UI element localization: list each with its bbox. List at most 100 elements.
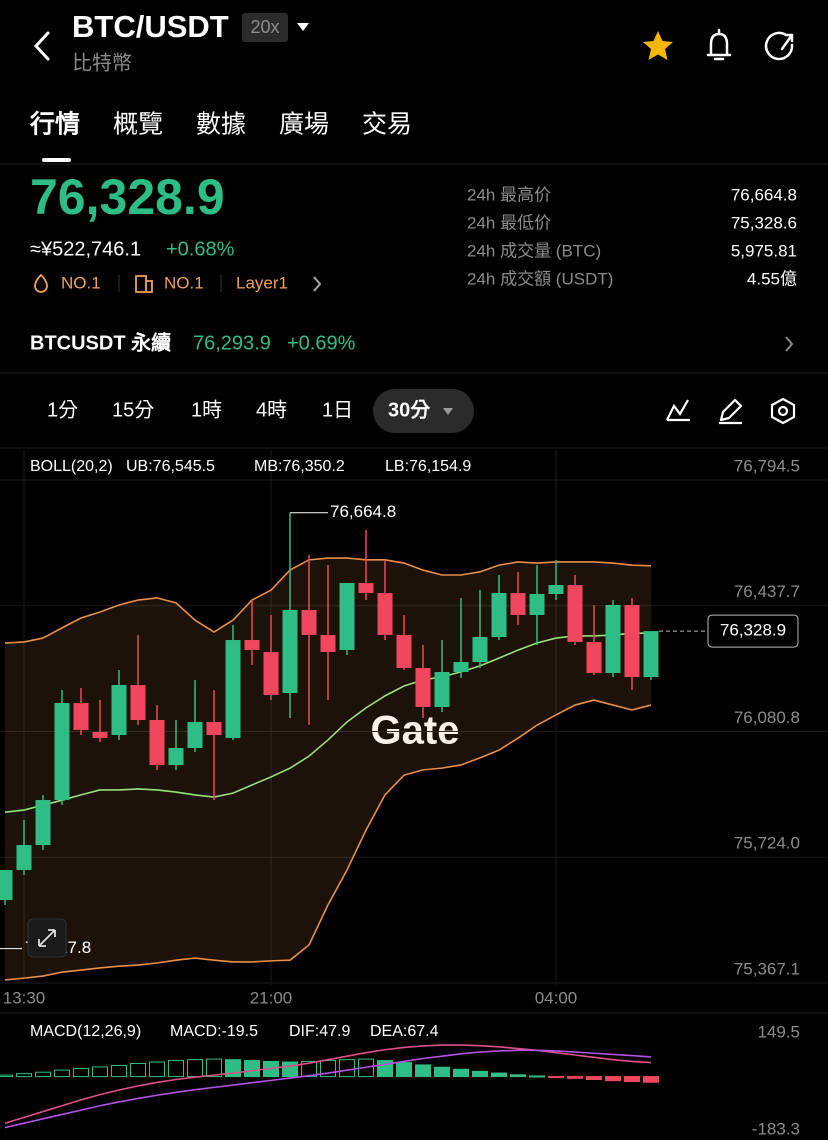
stat-label: 24h 成交額 (USDT) — [467, 269, 613, 288]
candle-body — [434, 672, 450, 708]
candle-body — [377, 593, 393, 636]
tabs: 行情 概覽 數據 廣場 交易 — [29, 111, 412, 139]
stat-label: 24h 成交量 (BTC) — [467, 241, 601, 260]
macd-bar — [567, 1076, 583, 1079]
macd-bar — [168, 1060, 184, 1078]
macd-bar — [149, 1061, 165, 1078]
rank-tag[interactable]: NO.1 — [61, 273, 101, 292]
candle-body — [586, 642, 602, 674]
tab[interactable]: 交易 — [362, 111, 412, 139]
macd-bar — [0, 1074, 13, 1078]
settings-icon[interactable] — [770, 397, 796, 425]
candle-body — [92, 732, 108, 739]
macd-bar — [339, 1059, 355, 1078]
boll-ub: UB:76,545.5 — [126, 458, 215, 475]
candle-body — [643, 631, 659, 678]
candle-body — [282, 609, 298, 694]
tab[interactable]: 數據 — [196, 111, 246, 139]
tab[interactable]: 概覽 — [113, 111, 163, 139]
candle-body — [73, 703, 89, 731]
draw-icon[interactable] — [719, 398, 743, 425]
leverage-badge[interactable] — [242, 13, 288, 42]
sector-tag[interactable]: Layer1 — [236, 273, 288, 292]
candle-body — [263, 652, 279, 696]
plot — [0, 512, 659, 981]
y-tick-label: 76,080.8 — [734, 708, 800, 727]
interval[interactable]: 1分 — [47, 398, 78, 421]
macd-bar — [92, 1066, 108, 1078]
boll-name: BOLL(20,2) — [30, 458, 113, 475]
macd-bar — [16, 1073, 32, 1078]
macd-bar — [206, 1058, 222, 1078]
active-interval: 30分 — [388, 398, 431, 421]
interval[interactable]: 4時 — [256, 398, 287, 421]
last-price-box — [707, 614, 799, 648]
macd-label: DEA:67.4 — [370, 1023, 439, 1040]
active-interval-pill[interactable] — [373, 389, 474, 433]
tab[interactable]: 廣場 — [279, 111, 329, 139]
hot-icon — [34, 273, 48, 293]
candle-body — [548, 585, 564, 595]
macd-bar — [510, 1074, 526, 1078]
favorite-icon[interactable] — [643, 31, 673, 60]
macd-plot — [0, 1044, 659, 1129]
price-chart: Gate 13:30 21:00 04:00 76,794.5 76,437.7 76,08… — [0, 450, 828, 1007]
macd-bar — [624, 1076, 640, 1083]
candle-body — [0, 870, 13, 901]
candle-body — [301, 609, 317, 636]
rank-tag[interactable]: NO.1 — [164, 273, 204, 292]
macd-bar — [35, 1071, 51, 1078]
high-label: 76,664.8 — [330, 502, 396, 521]
dropdown-arrow[interactable] — [443, 408, 453, 415]
interval[interactable]: 1日 — [322, 399, 353, 421]
interval[interactable]: 1時 — [191, 398, 222, 421]
y-tick-label: 76,794.5 — [734, 456, 800, 475]
macd-bar — [320, 1060, 336, 1078]
stat-value: 75,328.6 — [731, 213, 797, 232]
macd-bar — [282, 1061, 298, 1078]
y-tick-label: 75,367.1 — [734, 959, 800, 978]
macd-bar — [73, 1067, 89, 1078]
stat-label: 24h 最低价 — [467, 213, 551, 232]
chevron[interactable] — [785, 336, 794, 352]
boll-ub — [4, 557, 652, 644]
y-tick-label: 75,724.0 — [734, 834, 800, 853]
pair-subtitle: 比特幣 — [72, 51, 132, 74]
cny-price: ≈¥522,746.1 — [30, 238, 141, 260]
stat-value: 5,975.81 — [731, 241, 797, 260]
stat-value: 4.55億 — [747, 269, 797, 288]
back-button[interactable] — [33, 31, 50, 61]
share-icon[interactable] — [764, 31, 794, 61]
macd-label: DIF:47.9 — [289, 1023, 350, 1040]
perpetual-change: +0.69% — [287, 332, 356, 354]
candle-body — [529, 594, 545, 616]
macd-bar — [244, 1060, 260, 1078]
tab[interactable]: 行情 — [29, 111, 80, 139]
candle-body — [16, 845, 32, 871]
candle-body — [225, 640, 241, 739]
alert-icon[interactable] — [706, 28, 732, 61]
candle-body — [206, 722, 222, 736]
candle-body — [472, 637, 488, 663]
boll-mb — [4, 632, 651, 813]
candle-body — [624, 604, 640, 678]
candle-body — [339, 583, 355, 651]
macd-bar — [548, 1076, 564, 1079]
interval[interactable]: 15分 — [112, 398, 154, 421]
macd-bar — [529, 1075, 545, 1078]
indicator-icon[interactable] — [666, 399, 690, 422]
macd-chart: MACD(12,26,9) MACD:-19.5 DIF:47.9 DEA:67.4 1… — [0, 1022, 800, 1138]
stat-value: 76,664.8 — [731, 185, 797, 204]
dea-line — [4, 1049, 652, 1129]
x-tick-label: 04:00 — [535, 988, 578, 1007]
macd-bar — [586, 1076, 602, 1080]
macd-bar — [396, 1062, 412, 1078]
macd-bar — [434, 1066, 450, 1078]
macd-bar — [643, 1076, 659, 1083]
dropdown-arrow[interactable] — [297, 23, 309, 31]
watermark: Gate — [371, 709, 460, 753]
perpetual-name[interactable]: BTCUSDT 永續 — [30, 330, 171, 354]
price-change: +0.68% — [166, 238, 235, 260]
candle-body — [358, 583, 374, 594]
chevron[interactable] — [313, 276, 322, 292]
